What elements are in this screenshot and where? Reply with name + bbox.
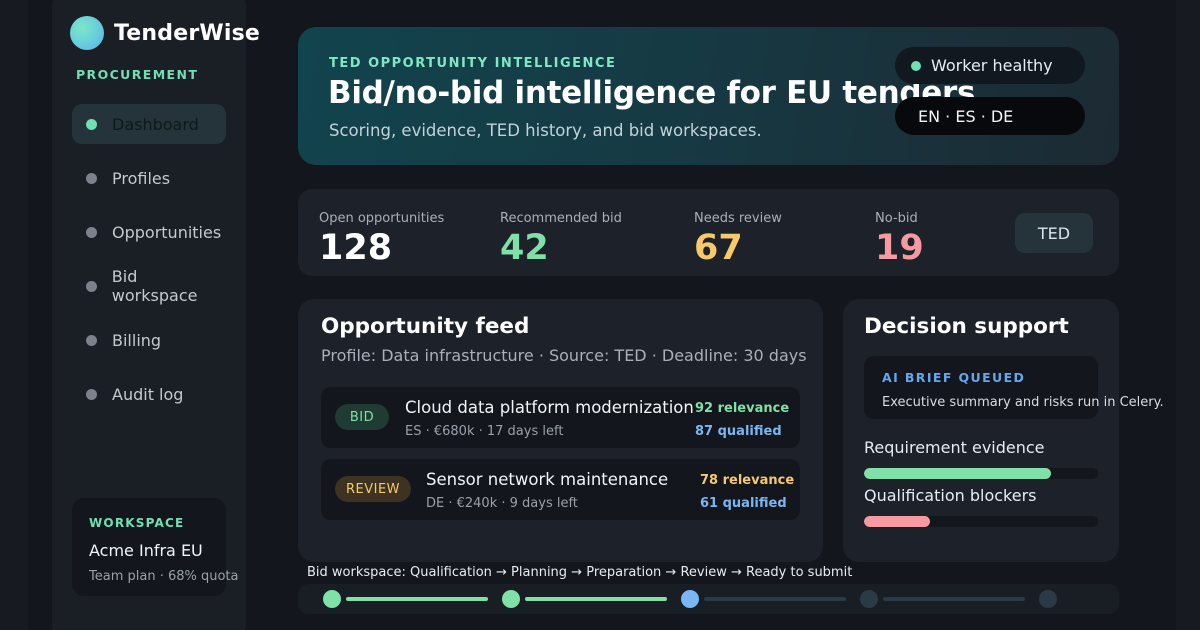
sidebar-item-dashboard[interactable]: Dashboard [72, 104, 226, 144]
sidebar-item-label: Opportunities [112, 222, 222, 242]
page-title: Bid/no-bid intelligence for EU tenders [328, 75, 976, 111]
stat-label: No-bid [875, 211, 918, 226]
hero-banner: TED OPPORTUNITY INTELLIGENCE Bid/no-bid … [298, 27, 1119, 165]
sidebar-item-opportunities[interactable]: Opportunities [72, 212, 226, 252]
stat-value: 42 [500, 228, 549, 268]
brand-name: TenderWise [114, 20, 261, 46]
dot-icon [86, 334, 97, 346]
stat-no-bid[interactable]: No-bid 19 [875, 211, 924, 268]
dot-icon [86, 388, 97, 400]
opportunity-meta: DE · €240k · 9 days left [426, 496, 578, 511]
sidebar-item-label: Profiles [112, 168, 171, 188]
stage-qualification-dot[interactable] [323, 590, 341, 608]
stat-label: Open opportunities [319, 211, 445, 226]
brand[interactable]: TenderWise [70, 16, 260, 50]
ted-source-button[interactable]: TED [1015, 213, 1093, 253]
stat-recommended-bid[interactable]: Recommended bid 42 [500, 211, 622, 268]
dot-icon [86, 226, 97, 238]
dot-icon [86, 172, 97, 184]
dot-icon [86, 118, 97, 130]
sidebar-item-profiles[interactable]: Profiles [72, 158, 226, 198]
feed-title: Opportunity feed [321, 314, 530, 339]
workspace-card[interactable]: WORKSPACE Acme Infra EU Team plan · 68% … [72, 498, 239, 596]
page-edge-left [0, 0, 28, 630]
stat-label: Needs review [694, 211, 782, 226]
sidebar-item-label: Billing [112, 330, 162, 350]
workspace-label: WORKSPACE [89, 516, 185, 530]
page-edge-right [1176, 0, 1200, 630]
workspace-plan: Team plan · 68% quota [89, 569, 239, 584]
language-list: EN · ES · DE [918, 106, 1014, 126]
qualification-blockers-bar [864, 516, 1098, 527]
worker-status-badge: Worker healthy [895, 47, 1085, 84]
opportunity-meta: ES · €680k · 17 days left [405, 424, 564, 439]
requirement-evidence-fill [864, 468, 1052, 479]
hero-eyebrow: TED OPPORTUNITY INTELLIGENCE [329, 56, 617, 71]
opportunity-item[interactable]: BID Cloud data platform modernization ES… [321, 387, 800, 448]
sidebar-item-label: Bid workspace [111, 267, 198, 305]
sidebar: TenderWise PROCUREMENT Dashboard Profile… [52, 0, 260, 630]
opportunity-feed: Opportunity feed Profile: Data infrastru… [298, 299, 823, 562]
stage-connector [346, 597, 488, 601]
relevance-score: 92 relevance [695, 401, 790, 416]
opportunity-title: Sensor network maintenance [426, 470, 669, 489]
status-badge: REVIEW [335, 476, 411, 502]
bid-pipeline [298, 584, 1119, 614]
worker-status-text: Worker healthy [931, 56, 1053, 75]
qualification-blockers-fill [864, 516, 930, 527]
stat-label: Recommended bid [500, 211, 622, 226]
opportunity-title: Cloud data platform modernization [405, 398, 694, 417]
ai-brief-text: Executive summary and risks run in Celer… [882, 395, 1164, 410]
feed-filters: Profile: Data infrastructure · Source: T… [321, 346, 807, 365]
sidebar-item-label: Audit log [112, 384, 184, 404]
stage-connector [704, 597, 846, 601]
qualification-blockers-label: Qualification blockers [864, 486, 1037, 505]
ai-brief-card[interactable]: AI BRIEF QUEUED Executive summary and ri… [864, 356, 1164, 419]
stat-open-opportunities[interactable]: Open opportunities 128 [319, 211, 444, 268]
status-dot-icon [911, 60, 921, 71]
stage-ready-to-submit-dot[interactable] [1039, 590, 1057, 608]
stats-bar: Open opportunities 128 Recommended bid 4… [298, 189, 1119, 276]
stat-value: 19 [875, 228, 924, 268]
requirement-evidence-bar [864, 468, 1098, 479]
sidebar-item-bid-workspace[interactable]: Bid workspace [72, 266, 226, 306]
language-selector[interactable]: EN · ES · DE [895, 97, 1085, 135]
stat-value: 67 [694, 228, 743, 268]
workspace-name: Acme Infra EU [89, 541, 203, 560]
stage-connector [525, 597, 667, 601]
qualified-score: 87 qualified [695, 424, 782, 439]
stage-preparation-dot[interactable] [681, 590, 699, 608]
sidebar-item-audit-log[interactable]: Audit log [72, 374, 226, 414]
stage-planning-dot[interactable] [502, 590, 520, 608]
dot-icon [86, 280, 97, 292]
pipeline-caption: Bid workspace: Qualification → Planning … [307, 565, 853, 580]
sidebar-section-label: PROCUREMENT [76, 67, 199, 82]
stat-needs-review[interactable]: Needs review 67 [694, 211, 782, 268]
requirement-evidence-label: Requirement evidence [864, 438, 1045, 457]
sidebar-item-billing[interactable]: Billing [72, 320, 226, 360]
decision-title: Decision support [864, 314, 1069, 339]
stat-value: 128 [319, 228, 393, 268]
brand-logo-icon [70, 16, 104, 50]
stage-connector [883, 597, 1025, 601]
qualified-score: 61 qualified [700, 496, 787, 511]
relevance-score: 78 relevance [700, 473, 795, 488]
decision-support-panel: Decision support AI BRIEF QUEUED Executi… [843, 299, 1164, 562]
sidebar-item-label: Dashboard [112, 114, 199, 134]
page-subtitle: Scoring, evidence, TED history, and bid … [329, 121, 762, 140]
sidebar-nav: Dashboard Profiles Opportunities Bid wor… [72, 104, 226, 428]
stage-review-dot[interactable] [860, 590, 878, 608]
status-badge: BID [335, 404, 389, 430]
ai-brief-label: AI BRIEF QUEUED [882, 370, 1026, 385]
opportunity-item[interactable]: REVIEW Sensor network maintenance DE · €… [321, 459, 800, 520]
